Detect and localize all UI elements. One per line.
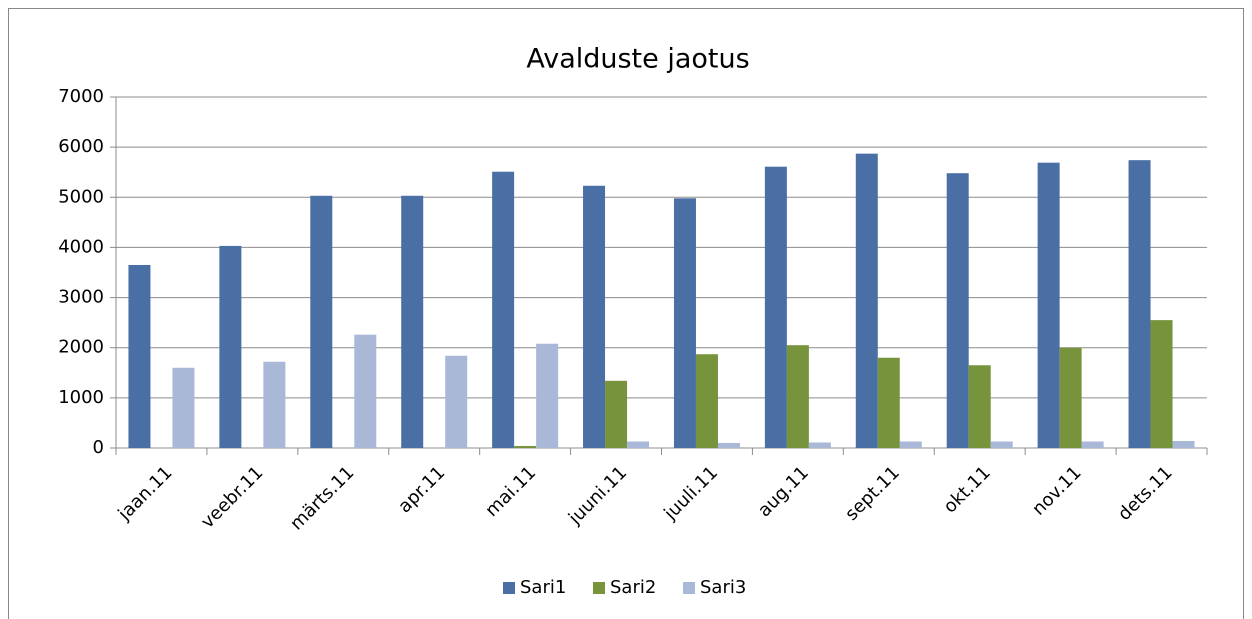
bar [1128, 160, 1151, 448]
bar [263, 361, 286, 448]
y-tick-label: 0 [93, 437, 104, 458]
legend-swatch [593, 582, 605, 594]
bar [492, 171, 515, 448]
bar [855, 153, 878, 448]
bar [583, 185, 606, 448]
bar [172, 367, 195, 448]
legend-swatch [503, 582, 515, 594]
legend-label: Sari1 [520, 577, 566, 598]
bar [401, 195, 424, 448]
y-tick-label: 2000 [58, 337, 104, 358]
bar [1059, 347, 1082, 448]
bar [808, 442, 831, 448]
bar [946, 173, 969, 448]
legend-swatch [683, 582, 695, 594]
y-tick-label: 7000 [58, 86, 104, 107]
bar [354, 334, 377, 448]
bar [764, 166, 787, 448]
bar [990, 441, 1013, 448]
bar [219, 245, 242, 448]
bar [1037, 162, 1060, 449]
bar [968, 365, 991, 448]
y-tick-label: 5000 [58, 186, 104, 207]
bar [695, 354, 718, 448]
bar [1081, 441, 1104, 448]
bar [514, 445, 537, 448]
bar [627, 441, 650, 448]
bar [536, 343, 559, 448]
y-tick-label: 6000 [58, 136, 104, 157]
bar [128, 264, 151, 448]
y-tick-label: 3000 [58, 287, 104, 308]
y-tick-label: 4000 [58, 236, 104, 257]
bar [605, 380, 628, 448]
legend-label: Sari2 [610, 577, 656, 598]
legend-label: Sari3 [700, 577, 746, 598]
bar [673, 198, 696, 448]
bar [1172, 440, 1195, 448]
bar [786, 345, 809, 448]
y-tick-label: 1000 [58, 387, 104, 408]
bar [877, 357, 900, 448]
bar [310, 195, 333, 448]
bar [445, 355, 468, 448]
chart-title: Avalduste jaotus [526, 44, 749, 75]
bar [717, 442, 740, 448]
bar [899, 441, 922, 448]
bar [1150, 320, 1173, 448]
